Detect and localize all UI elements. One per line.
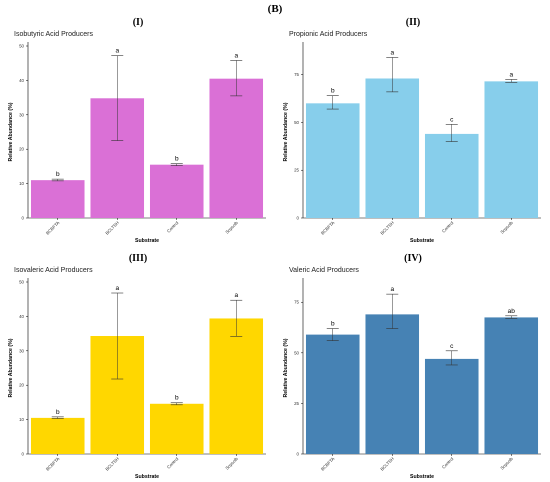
significance-label: b — [56, 171, 60, 178]
significance-label: a — [234, 292, 238, 299]
chart-panel-valeric: (IV) Valeric Acid Producers 0 25 50 75 Relati… — [279, 250, 547, 482]
panel-label: (II) — [405, 17, 421, 28]
chart-panel-isovaleric: (III) Isovaleric Acid Producers 0 10 20 30 40… — [4, 250, 272, 482]
y-tick-label: 10 — [19, 181, 24, 186]
significance-label: a — [115, 48, 119, 55]
panel-label: (I) — [132, 17, 144, 28]
panel-label: (IV) — [404, 253, 422, 264]
bar — [365, 78, 420, 218]
y-tick-label: 0 — [297, 216, 300, 221]
bar — [484, 81, 539, 218]
chart-panel-isobutyric: (I) Isobutyric Acid Producers 0 10 20 30 40 50… — [4, 14, 272, 246]
y-tick-label: 30 — [19, 348, 24, 353]
chart-svg: Valeric Acid Producers 0 25 50 75 Relative Ab… — [283, 267, 541, 480]
significance-label: b — [175, 395, 179, 402]
y-tick-label: 20 — [19, 147, 24, 152]
y-tick-label: 0 — [22, 452, 25, 457]
y-axis-label: Relative Abundance (%) — [283, 338, 289, 397]
x-tick-label: Soysolb — [224, 456, 239, 471]
chart-svg: Isobutyric Acid Producers 0 10 20 30 40 50 Rela… — [8, 31, 266, 244]
significance-label: b — [331, 321, 335, 328]
y-tick-label: 50 — [19, 44, 24, 49]
chart-svg: Propionic Acid Producers 0 25 50 75 Relative … — [283, 31, 541, 244]
bar — [30, 180, 85, 218]
x-tick-label: BCLTSH — [379, 220, 395, 236]
significance-label: b — [175, 156, 179, 163]
y-tick-label: 10 — [19, 417, 24, 422]
chart-panel-propionic: (II) Propionic Acid Producers 0 25 50 75 Rela… — [279, 14, 547, 246]
x-tick-label: Control — [166, 220, 180, 234]
x-tick-label: Control — [166, 456, 180, 470]
y-tick-label: 25 — [294, 168, 299, 173]
chart-svg: Isovaleric Acid Producers 0 10 20 30 40 50 Rela… — [8, 267, 266, 480]
panel-label: (III) — [128, 253, 148, 264]
x-axis-label: Substrate — [135, 238, 159, 244]
chart-title: Valeric Acid Producers — [289, 267, 359, 274]
significance-label: a — [115, 285, 119, 292]
chart-title: Propionic Acid Producers — [289, 31, 368, 38]
y-tick-label: 40 — [19, 314, 24, 319]
x-tick-label: Soysolb — [224, 220, 239, 235]
y-tick-label: 75 — [294, 300, 299, 305]
significance-label: b — [56, 409, 60, 416]
significance-label: ab — [508, 308, 516, 315]
x-tick-label: BCLTSH — [104, 456, 120, 472]
bar — [305, 103, 360, 218]
figure-label: (B) — [267, 3, 283, 15]
bar — [30, 417, 85, 454]
significance-label: a — [234, 52, 238, 59]
x-axis-label: Substrate — [410, 474, 434, 480]
significance-label: c — [450, 343, 454, 350]
y-tick-label: 75 — [294, 72, 299, 77]
chart-title: Isobutyric Acid Producers — [14, 31, 93, 38]
significance-label: a — [509, 71, 513, 78]
y-tick-label: 50 — [294, 120, 299, 125]
y-tick-label: 50 — [19, 280, 24, 285]
bar — [149, 403, 204, 454]
chart-title: Isovaleric Acid Producers — [14, 267, 93, 274]
y-tick-label: 30 — [19, 112, 24, 117]
x-axis-label: Substrate — [410, 238, 434, 244]
y-axis-label: Relative Abundance (%) — [8, 102, 14, 161]
x-tick-label: BCBFTA — [45, 220, 61, 236]
y-tick-label: 40 — [19, 78, 24, 83]
bar — [484, 317, 539, 454]
y-tick-label: 20 — [19, 383, 24, 388]
bar — [365, 314, 420, 454]
y-axis-label: Relative Abundance (%) — [8, 338, 14, 397]
x-tick-label: BCLTSH — [379, 456, 395, 472]
y-tick-label: 0 — [22, 216, 25, 221]
bar — [305, 334, 360, 454]
x-tick-label: BCLTSH — [104, 220, 120, 236]
bar — [424, 358, 479, 454]
x-tick-label: BCBFTA — [320, 220, 336, 236]
x-tick-label: Soysolb — [499, 220, 514, 235]
significance-label: c — [450, 116, 454, 123]
significance-label: b — [331, 88, 335, 95]
x-tick-label: BCBFTA — [320, 456, 336, 472]
x-tick-label: Control — [441, 220, 455, 234]
bar — [149, 164, 204, 218]
bar — [209, 318, 264, 454]
x-tick-label: BCBFTA — [45, 456, 61, 472]
y-axis-label: Relative Abundance (%) — [283, 102, 289, 161]
y-tick-label: 25 — [294, 401, 299, 406]
significance-label: a — [390, 49, 394, 56]
x-tick-label: Soysolb — [499, 456, 514, 471]
bar — [424, 133, 479, 218]
bar — [209, 78, 264, 219]
y-tick-label: 0 — [297, 452, 300, 457]
x-tick-label: Control — [441, 456, 455, 470]
y-tick-label: 50 — [294, 350, 299, 355]
x-axis-label: Substrate — [135, 474, 159, 480]
significance-label: a — [390, 286, 394, 293]
